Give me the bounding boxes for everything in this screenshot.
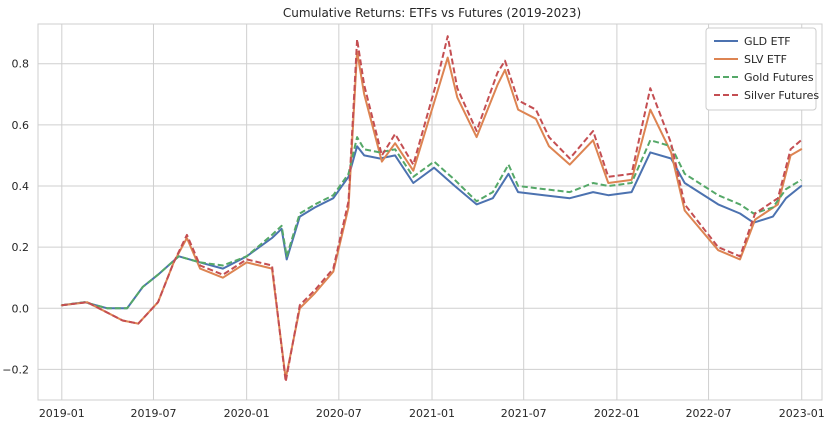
plot-area-frame <box>37 23 823 401</box>
y-tick-label: 0.8 <box>12 58 30 71</box>
x-tick-label: 2020-07 <box>316 407 362 420</box>
legend-label-gold-futures: Gold Futures <box>744 71 814 84</box>
series-line-gld-etf <box>60 145 803 310</box>
chart-title: Cumulative Returns: ETFs vs Futures (201… <box>283 6 581 20</box>
legend-label-gld-etf: GLD ETF <box>744 35 791 48</box>
x-tick-label: 2019-01 <box>39 407 85 420</box>
x-tick-label: 2021-01 <box>409 407 455 420</box>
y-axis-ticks: −0.2 0.0 0.2 0.4 0.6 0.8 <box>2 58 29 377</box>
y-tick-label: 0.0 <box>12 302 30 315</box>
legend-label-slv-etf: SLV ETF <box>744 53 787 66</box>
legend-label-silver-futures: Silver Futures <box>744 89 819 102</box>
grid <box>38 24 822 400</box>
x-tick-label: 2019-07 <box>130 407 176 420</box>
x-tick-label: 2020-01 <box>224 407 270 420</box>
x-tick-label: 2023-01 <box>779 407 825 420</box>
legend: GLD ETF SLV ETF Gold Futures Silver Futures <box>705 27 819 111</box>
x-tick-label: 2022-07 <box>686 407 732 420</box>
y-tick-label: 0.6 <box>12 119 30 132</box>
series-lines <box>60 35 803 383</box>
legend-box <box>705 27 817 111</box>
series-line-gold-futures <box>61 136 802 310</box>
y-tick-label: 0.2 <box>12 241 30 254</box>
x-tick-label: 2021-07 <box>501 407 547 420</box>
y-tick-label: −0.2 <box>2 363 29 376</box>
x-axis-ticks: 2019-01 2019-07 2020-01 2020-07 2021-01 2021-… <box>39 407 825 420</box>
series-line-silver-futures <box>61 35 802 383</box>
series-line-slv-etf <box>60 50 803 380</box>
y-tick-label: 0.4 <box>12 180 30 193</box>
x-tick-label: 2022-01 <box>594 407 640 420</box>
